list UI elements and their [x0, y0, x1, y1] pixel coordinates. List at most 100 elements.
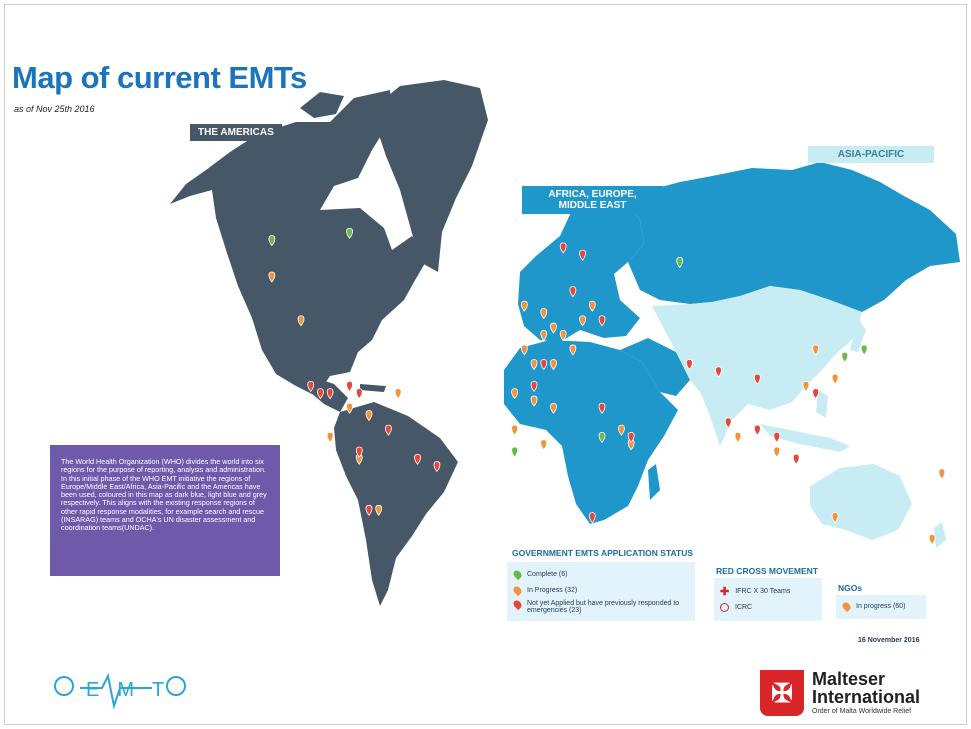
orange-marker-pin	[569, 344, 577, 356]
orange-marker-pin	[802, 380, 810, 393]
orange-marker-pin	[530, 395, 538, 407]
emt-logo: EMT	[54, 672, 186, 710]
orange-marker-pin	[530, 359, 538, 371]
red-marker-pin	[559, 242, 567, 254]
legend-ngo-progress: In progress (60)	[840, 600, 905, 613]
legend-ifrc: ✚ IFRC X 30 Teams	[720, 586, 791, 598]
orange-marker-pin	[346, 402, 353, 414]
orange-marker-pin	[550, 359, 557, 371]
footer-date: 16 November 2016	[858, 637, 920, 644]
japan	[850, 318, 866, 352]
caribbean	[360, 384, 386, 392]
malteser-logo: ✠ Malteser International Order of Malta …	[760, 670, 920, 716]
red-marker-pin	[753, 424, 761, 436]
philippines	[816, 390, 828, 418]
green-marker-pin	[598, 431, 606, 444]
madagascar	[648, 464, 660, 500]
region-label-americas: THE AMERICAS	[190, 124, 282, 141]
red-marker-pin	[588, 512, 596, 524]
red-cross-icon: ✚	[720, 586, 730, 598]
orange-marker-pin	[831, 512, 839, 524]
red-marker-pin	[812, 388, 820, 400]
red-marker-pin	[355, 388, 363, 400]
red-marker-pin	[627, 431, 635, 444]
green-marker-pin	[676, 257, 684, 269]
legend-gov-title: GOVERNMENT EMTS APPLICATION STATUS	[512, 548, 694, 558]
icrc-icon	[720, 603, 729, 612]
orange-marker-pin	[520, 300, 528, 312]
org-name-1: Malteser	[812, 669, 886, 689]
complete-pin-icon	[511, 568, 524, 581]
red-marker-pin	[326, 388, 334, 400]
orange-marker-pin	[511, 424, 519, 436]
north-america-landmass	[170, 90, 428, 396]
orange-marker-pin	[938, 468, 946, 480]
red-marker-pin	[414, 453, 421, 465]
red-marker-pin	[433, 461, 441, 473]
green-marker-pin	[841, 351, 849, 363]
red-marker-pin	[792, 453, 800, 465]
red-marker-pin	[346, 380, 353, 393]
orange-marker-pin	[540, 329, 548, 341]
orange-marker-pin	[268, 271, 276, 283]
red-marker-pin	[598, 402, 606, 414]
green-marker-pin	[860, 344, 868, 356]
red-marker-pin	[317, 388, 324, 400]
red-marker-pin	[753, 373, 761, 385]
legend-gov-box	[507, 562, 695, 621]
legend-complete: Complete (6)	[511, 568, 567, 581]
page-subtitle: as of Nov 25th 2016	[14, 104, 95, 114]
red-marker-pin	[686, 359, 693, 371]
not-applied-pin-icon	[511, 598, 524, 611]
region-label-asia-pacific: ASIA-PACIFIC	[808, 146, 934, 163]
red-marker-pin	[540, 359, 548, 371]
page-title: Map of current EMTs	[12, 60, 307, 95]
legend-ngo-title: NGOs	[838, 583, 863, 593]
slide-frame	[4, 4, 967, 725]
orange-marker-pin	[928, 534, 936, 546]
red-marker-pin	[598, 315, 606, 327]
new-zealand	[934, 522, 946, 548]
orange-marker-pin	[618, 424, 625, 436]
orange-marker-pin	[365, 410, 373, 422]
red-marker-pin	[579, 249, 586, 261]
red-marker-pin	[773, 431, 781, 444]
indonesia	[760, 424, 850, 452]
south-america-landmass	[334, 402, 458, 606]
orange-marker-pin	[540, 308, 548, 320]
orange-marker-pin	[520, 344, 528, 356]
orange-marker-pin	[540, 439, 548, 451]
arctic-islands	[286, 92, 344, 146]
orange-marker-pin	[297, 315, 305, 327]
red-marker-pin	[569, 286, 577, 298]
legend-icrc: ICRC	[720, 603, 752, 612]
middle-east	[620, 338, 690, 396]
russia-landmass	[624, 162, 960, 312]
legend-in-progress: In Progress (32)	[511, 584, 577, 597]
red-marker-pin	[724, 417, 732, 429]
orange-marker-pin	[394, 388, 402, 400]
orange-marker-pin	[579, 315, 586, 327]
orange-marker-pin	[773, 446, 781, 458]
orange-marker-pin	[511, 388, 519, 400]
asia-pacific-landmass	[652, 286, 862, 446]
australia-landmass	[810, 464, 912, 540]
legend-redcross-box	[714, 578, 822, 621]
africa-landmass	[504, 340, 678, 524]
orange-marker-pin	[550, 402, 557, 414]
red-marker-pin	[365, 504, 373, 516]
uk	[524, 264, 538, 294]
red-marker-pin	[355, 446, 363, 458]
legend-redcross-title: RED CROSS MOVEMENT	[716, 566, 819, 576]
green-marker-pin	[268, 235, 276, 247]
emt-markers	[268, 227, 946, 546]
red-marker-pin	[530, 380, 538, 393]
orange-marker-pin	[588, 300, 596, 312]
region-label-africa-europe: AFRICA, EUROPE, MIDDLE EAST	[522, 186, 663, 214]
greenland-landmass	[376, 80, 488, 272]
red-marker-pin	[385, 424, 392, 436]
orange-marker-pin	[326, 431, 334, 444]
red-marker-pin	[307, 380, 315, 393]
orange-marker-pin	[734, 431, 742, 444]
